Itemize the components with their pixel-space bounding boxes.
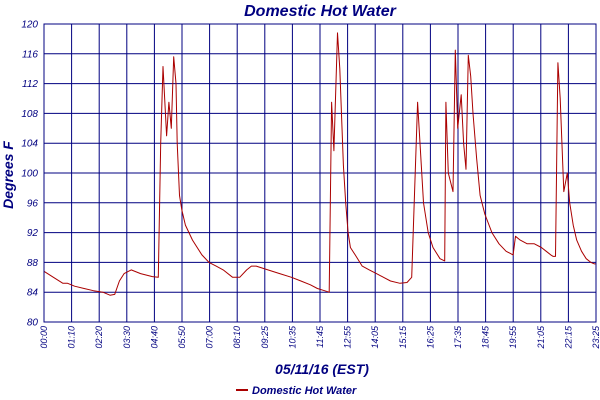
x-tick-label: 02:20	[94, 326, 104, 349]
x-tick-label: 21:05	[536, 325, 546, 350]
x-tick-label: 12:55	[343, 325, 353, 349]
x-tick-label: 19:55	[508, 325, 518, 349]
x-axis-label: 05/11/16 (EST)	[275, 361, 369, 377]
y-tick-label: 116	[22, 49, 38, 60]
x-tick-label: 23:25	[591, 325, 600, 350]
chart-grid	[43, 23, 597, 323]
x-tick-label: 01:10	[67, 326, 77, 349]
x-tick-label: 10:35	[287, 325, 297, 349]
x-tick-label: 00:00	[39, 326, 49, 349]
legend: Domestic Hot Water	[236, 385, 357, 397]
y-tick-label: 84	[27, 288, 39, 299]
x-tick-label: 14:05	[370, 325, 380, 349]
chart-title: Domestic Hot Water	[244, 3, 397, 20]
x-tick-label: 16:25	[425, 325, 435, 349]
legend-label: Domestic Hot Water	[252, 385, 357, 397]
y-tick-label: 96	[27, 198, 39, 209]
y-axis-label: Degrees F	[0, 141, 16, 209]
x-tick-label: 18:45	[481, 325, 491, 349]
y-tick-label: 120	[21, 20, 38, 31]
y-tick-label: 104	[21, 139, 38, 150]
y-tick-label: 108	[21, 109, 38, 120]
x-tick-label: 22:15	[563, 325, 573, 350]
y-tick-label: 112	[22, 79, 38, 90]
series-line-domestic-hot-water	[43, 32, 597, 296]
x-tick-label: 15:15	[398, 325, 408, 349]
x-tick-label: 08:10	[232, 326, 242, 349]
y-tick-label: 100	[21, 169, 38, 180]
y-tick-label: 80	[27, 318, 39, 329]
x-tick-label: 11:45	[315, 325, 325, 348]
x-tick-label: 07:00	[205, 326, 215, 349]
x-tick-label: 03:30	[122, 326, 132, 349]
x-tick-label: 09:25	[260, 325, 270, 349]
x-tick-label: 04:40	[149, 326, 159, 349]
y-tick-label: 92	[27, 228, 39, 239]
y-tick-label: 88	[27, 258, 39, 269]
y-axis-ticks: 80 84 88 92 96 100 104 108 112 116 120	[21, 20, 38, 329]
x-tick-label: 17:35	[453, 325, 463, 349]
series-layer	[43, 32, 597, 296]
x-axis-ticks: 00:00 01:10 02:20 03:30 04:40 05:50 07:00 08:10…	[39, 325, 600, 350]
x-tick-label: 05:50	[177, 326, 187, 349]
plot-border	[43, 23, 597, 323]
